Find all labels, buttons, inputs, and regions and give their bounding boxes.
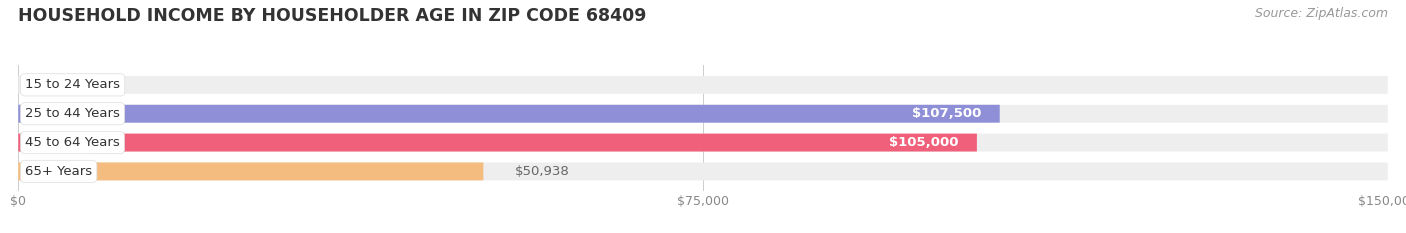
Text: Source: ZipAtlas.com: Source: ZipAtlas.com xyxy=(1254,7,1388,20)
Text: 15 to 24 Years: 15 to 24 Years xyxy=(25,78,120,91)
Text: $0: $0 xyxy=(51,78,67,91)
Text: HOUSEHOLD INCOME BY HOUSEHOLDER AGE IN ZIP CODE 68409: HOUSEHOLD INCOME BY HOUSEHOLDER AGE IN Z… xyxy=(18,7,647,25)
Text: 45 to 64 Years: 45 to 64 Years xyxy=(25,136,120,149)
Text: 65+ Years: 65+ Years xyxy=(25,165,93,178)
FancyBboxPatch shape xyxy=(18,162,484,180)
FancyBboxPatch shape xyxy=(18,134,977,151)
FancyBboxPatch shape xyxy=(18,105,1388,123)
FancyBboxPatch shape xyxy=(18,105,1000,123)
Text: $50,938: $50,938 xyxy=(515,165,569,178)
FancyBboxPatch shape xyxy=(18,76,1388,94)
FancyBboxPatch shape xyxy=(18,162,1388,180)
FancyBboxPatch shape xyxy=(18,134,1388,151)
Text: $105,000: $105,000 xyxy=(889,136,959,149)
Text: $107,500: $107,500 xyxy=(912,107,981,120)
Text: 25 to 44 Years: 25 to 44 Years xyxy=(25,107,120,120)
